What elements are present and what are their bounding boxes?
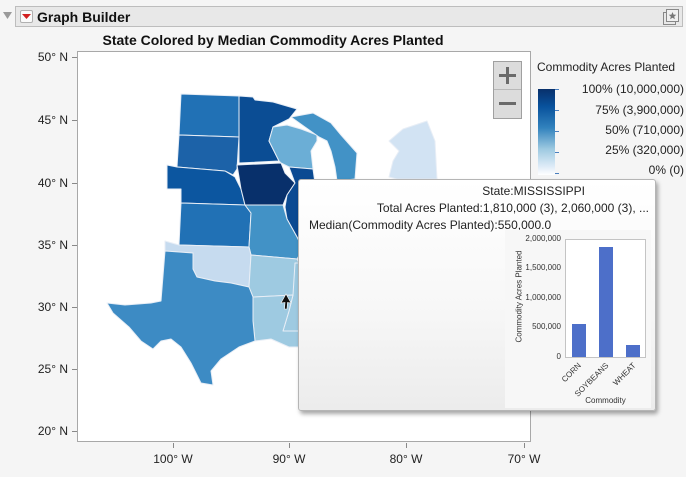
legend-tick (555, 131, 559, 132)
red-triangle-icon (22, 14, 31, 19)
x-tick-label: 90° W (259, 443, 319, 466)
tooltip-key: Total Acres Planted: (376, 201, 483, 215)
x-tick-label: 100° W (143, 443, 203, 466)
disclosure-triangle-icon[interactable] (3, 11, 12, 20)
tooltip-value: 550,000.0 (497, 218, 552, 232)
mini-x-tick: CORN (560, 361, 584, 385)
mini-y-tick: 500,000 (532, 322, 561, 331)
mouse-cursor-icon (280, 293, 292, 310)
header-bar: Graph Builder (15, 6, 683, 27)
legend-tick (555, 173, 559, 174)
pin-star-icon[interactable] (663, 9, 679, 25)
window-title: Graph Builder (37, 9, 131, 25)
tooltip-value: 1,810,000 (3), 2,060,000 (3), ... (482, 201, 649, 215)
tooltip-row-total: Total Acres Planted:1,810,000 (3), 2,060… (377, 201, 649, 215)
y-tick-label: 50° N (0, 50, 77, 64)
chart-title: State Colored by Median Commodity Acres … (0, 32, 546, 48)
tooltip-row-state: State:MISSISSIPPI (482, 184, 585, 198)
red-triangle-menu[interactable] (20, 10, 33, 23)
mini-y-tick: 2,000,000 (525, 234, 561, 243)
legend-tick (555, 89, 559, 90)
chart-title-text: State Colored by Median Commodity Acres … (102, 32, 444, 48)
tooltip-key: State: (482, 184, 514, 198)
x-tick-label: 70° W (494, 443, 554, 466)
bar-wheat[interactable] (626, 345, 640, 357)
legend-label: 100% (10,000,000) (581, 82, 684, 96)
y-tick-label: 45° N (0, 113, 77, 127)
bar-soybeans[interactable] (599, 247, 613, 357)
tooltip-row-median: Median(Commodity Acres Planted):550,000.… (309, 218, 551, 232)
minus-icon (499, 102, 516, 105)
mini-y-tick: 0 (556, 352, 561, 361)
legend-label: 0% (0) (648, 163, 684, 177)
mini-chart-xlabel: Commodity (585, 396, 626, 405)
y-tick-label: 20° N (0, 424, 77, 438)
y-tick-label: 35° N (0, 238, 77, 252)
y-tick-label: 25° N (0, 362, 77, 376)
state-new-york (388, 120, 438, 180)
bar-corn[interactable] (572, 324, 586, 357)
legend-gradient (538, 89, 555, 175)
legend-tick (555, 110, 559, 111)
state-wisconsin (268, 124, 318, 170)
legend-title: Commodity Acres Planted (537, 60, 676, 74)
tooltip-key: Median(Commodity Acres Planted): (309, 218, 498, 232)
outline-header: Graph Builder (0, 6, 686, 28)
state-north-dakota (178, 93, 240, 138)
legend-label: 25% (320,000) (605, 143, 684, 157)
choropleth-map (106, 93, 438, 386)
plus-icon (499, 67, 516, 84)
mini-chart-plot (565, 239, 646, 358)
y-tick-label: 40° N (0, 176, 77, 190)
zoom-in-button[interactable] (494, 62, 521, 90)
legend-label: 75% (3,900,000) (595, 103, 684, 117)
legend-tick (555, 152, 559, 153)
zoom-out-button[interactable] (494, 90, 521, 118)
y-tick-label: 30° N (0, 300, 77, 314)
x-tick-label: 80° W (376, 443, 436, 466)
hover-tooltip: State:MISSISSIPPI Total Acres Planted:1,… (298, 179, 656, 411)
mini-y-tick: 1,500,000 (525, 263, 561, 272)
state-texas (106, 250, 256, 386)
tooltip-value: MISSISSIPPI (513, 184, 585, 198)
state-kansas (178, 202, 252, 248)
map-zoom-controls (493, 61, 522, 119)
tooltip-bar-chart: Commodity Acres Planted 2,000,000 1,500,… (505, 230, 651, 408)
mini-x-tick: WHEAT (610, 361, 638, 388)
mini-y-tick: 1,000,000 (525, 293, 561, 302)
state-minnesota (238, 95, 298, 164)
legend-label: 50% (710,000) (605, 123, 684, 137)
